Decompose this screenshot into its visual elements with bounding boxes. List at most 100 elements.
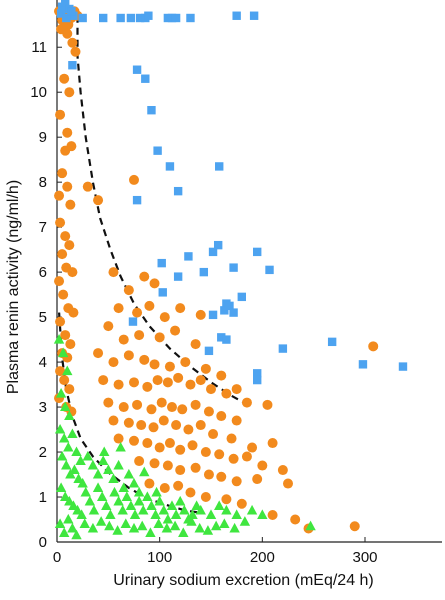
data-point-circle (103, 397, 114, 408)
data-point-circle (159, 312, 170, 323)
data-point-triangle (161, 522, 173, 533)
data-point-circle (129, 174, 139, 185)
data-point-square (229, 308, 238, 317)
data-point-triangle (77, 477, 88, 488)
data-point-circle (200, 447, 211, 458)
data-point-circle (103, 321, 114, 332)
data-point-circle (113, 379, 124, 390)
data-point-triangle (133, 486, 145, 497)
data-point-circle (146, 404, 157, 415)
data-point-triangle (137, 520, 148, 531)
data-point-circle (185, 379, 196, 390)
data-point-circle (113, 433, 124, 444)
data-point-square (265, 265, 274, 275)
data-point-square (222, 335, 231, 344)
y-tick-label: 1 (39, 489, 47, 506)
data-point-circle (180, 357, 191, 368)
data-point-circle (54, 276, 65, 287)
data-point-circle (171, 420, 182, 431)
data-point-square (253, 375, 262, 385)
data-point-circle (241, 397, 252, 408)
data-point-triangle (158, 504, 169, 515)
data-point-triangle (68, 500, 79, 511)
data-point-square (249, 11, 259, 20)
data-point-triangle (58, 432, 70, 443)
data-point-triangle (54, 423, 66, 434)
data-point-square (253, 247, 262, 257)
data-point-circle (93, 195, 104, 206)
data-point-triangle (73, 473, 84, 484)
data-point-circle (214, 449, 225, 460)
data-point-square (141, 74, 150, 83)
data-point-circle (231, 384, 242, 395)
data-point-triangle (178, 527, 189, 538)
data-point-circle (118, 334, 129, 345)
data-point-circle (64, 240, 75, 251)
data-point-circle (129, 435, 139, 446)
data-point-circle (55, 217, 66, 228)
data-point-circle (190, 399, 201, 410)
data-point-triangle (169, 520, 181, 531)
data-point-triangle (84, 495, 96, 506)
data-point-triangle (61, 459, 72, 470)
data-point-triangle (60, 491, 71, 502)
data-point-square (61, 0, 70, 7)
y-tick-label: 8 (39, 174, 47, 191)
data-point-triangle (109, 486, 120, 497)
data-point-circle (142, 438, 153, 449)
data-point-circle (59, 73, 70, 84)
data-point-circle (60, 145, 71, 156)
data-point-circle (123, 285, 134, 296)
data-point-triangle (67, 522, 78, 533)
data-point-circle (57, 249, 68, 260)
data-point-circle (129, 377, 139, 388)
data-point-triangle (239, 516, 251, 526)
dashed-curves (58, 15, 253, 514)
data-point-circle (267, 438, 278, 449)
data-point-triangle (56, 450, 68, 461)
data-point-triangle (101, 500, 112, 511)
data-point-triangle (72, 504, 83, 515)
data-point-triangle (120, 518, 131, 529)
data-point-triangle (55, 482, 67, 493)
data-point-circle (175, 444, 186, 455)
data-point-triangle (128, 522, 140, 533)
data-point-triangle (151, 486, 162, 497)
y-tick-label: 11 (31, 39, 47, 56)
y-tick-label: 10 (30, 84, 47, 101)
data-point-circle (58, 289, 69, 300)
data-point-triangle (76, 509, 87, 520)
data-point-circle (149, 359, 160, 370)
data-point-circle (349, 521, 360, 532)
data-point-circle (70, 46, 81, 57)
data-point-circle (216, 411, 227, 422)
data-point-triangle (117, 504, 128, 515)
data-point-circle (190, 339, 201, 350)
data-point-circle (154, 332, 165, 343)
data-point-square (147, 105, 156, 115)
data-point-triangle (79, 518, 90, 529)
data-point-square (232, 11, 241, 20)
data-point-square (135, 13, 145, 23)
y-tick-label: 4 (39, 354, 47, 371)
data-point-circle (68, 307, 79, 318)
data-point-triangle (214, 500, 225, 511)
data-point-triangle (95, 516, 107, 526)
data-point-circle (65, 339, 76, 350)
data-point-triangle (64, 495, 75, 506)
y-tick-label: 9 (39, 129, 47, 146)
data-point-circle (221, 494, 232, 505)
data-point-circle (277, 465, 288, 476)
data-point-triangle (221, 504, 232, 515)
x-tick-label: 200 (250, 549, 275, 566)
data-point-circle (162, 460, 173, 471)
data-point-circle (164, 438, 175, 449)
data-point-triangle (145, 527, 156, 538)
data-point-circle (267, 510, 278, 521)
y-axis-title: Plasma renin activity (ng/ml/h) (5, 180, 22, 394)
data-point-circle (55, 366, 66, 377)
data-point-square (128, 317, 138, 326)
data-point-triangle (118, 482, 129, 493)
data-point-square (173, 272, 183, 281)
data-point-triangle (170, 509, 182, 520)
